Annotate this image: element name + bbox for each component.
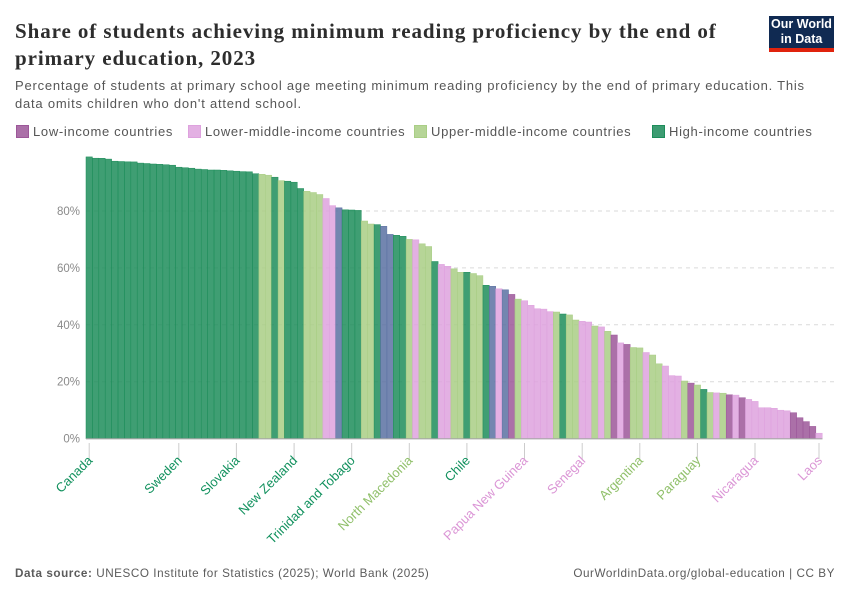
svg-text:Paraguay: Paraguay	[654, 452, 704, 502]
svg-text:Laos: Laos	[795, 452, 826, 483]
svg-text:20%: 20%	[57, 377, 80, 389]
svg-text:Argentina: Argentina	[596, 452, 647, 503]
svg-text:80%: 80%	[57, 206, 80, 218]
svg-text:New Zealand: New Zealand	[235, 453, 300, 518]
svg-text:60%: 60%	[57, 263, 80, 275]
svg-text:Canada: Canada	[53, 452, 96, 495]
svg-text:Chile: Chile	[441, 453, 473, 485]
svg-text:Nicaragua: Nicaragua	[709, 452, 762, 505]
svg-text:Sweden: Sweden	[141, 453, 185, 497]
svg-text:Slovakia: Slovakia	[197, 452, 243, 498]
svg-text:Senegal: Senegal	[544, 453, 588, 497]
svg-text:40%: 40%	[57, 320, 80, 332]
svg-text:0%: 0%	[63, 434, 80, 446]
